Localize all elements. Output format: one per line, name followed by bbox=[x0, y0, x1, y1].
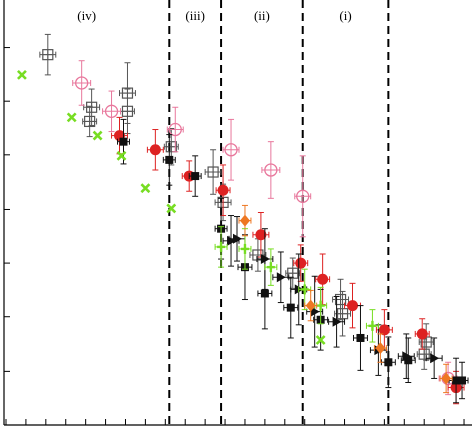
error-bar bbox=[222, 118, 240, 181]
data-point bbox=[166, 203, 177, 214]
data-point bbox=[149, 144, 161, 156]
data-point bbox=[375, 342, 386, 355]
region-label: (iii) bbox=[185, 8, 205, 23]
data-point bbox=[191, 172, 200, 181]
data-point bbox=[104, 104, 119, 118]
series-filled-diamond bbox=[238, 204, 453, 394]
series-cross-x bbox=[17, 69, 326, 345]
series-open-square-cross bbox=[39, 33, 434, 370]
data-point bbox=[255, 229, 267, 241]
data-point bbox=[75, 76, 89, 90]
region-label: (i) bbox=[339, 8, 351, 23]
data-point bbox=[239, 214, 250, 227]
error-bar bbox=[261, 141, 281, 199]
region-label: (iv) bbox=[77, 8, 96, 23]
region-dividers bbox=[168, 0, 390, 425]
data-point bbox=[458, 376, 467, 385]
data-point bbox=[217, 184, 229, 196]
data-point bbox=[296, 189, 310, 203]
data-point bbox=[416, 328, 428, 340]
data-point bbox=[260, 289, 269, 298]
data-point bbox=[140, 183, 151, 194]
data-point bbox=[295, 257, 307, 269]
data-point bbox=[315, 335, 326, 345]
data-point bbox=[260, 254, 270, 265]
series-filled-triangle-right bbox=[222, 215, 443, 379]
data-point bbox=[168, 122, 182, 137]
data-point bbox=[378, 324, 390, 336]
data-point bbox=[402, 351, 412, 362]
data-point bbox=[441, 372, 452, 385]
data-series bbox=[17, 33, 469, 405]
series-filled-square bbox=[117, 118, 469, 404]
error-bar bbox=[294, 155, 312, 238]
data-point bbox=[17, 69, 27, 80]
axes bbox=[3, 0, 472, 426]
data-point bbox=[347, 300, 359, 312]
data-point bbox=[317, 273, 329, 285]
data-point bbox=[356, 333, 365, 342]
data-point bbox=[66, 112, 77, 123]
data-point bbox=[404, 356, 413, 365]
region-labels: (iv) (iii) (ii) (i) bbox=[77, 8, 351, 23]
region-label: (ii) bbox=[254, 8, 270, 23]
data-point bbox=[430, 353, 440, 364]
data-point bbox=[305, 299, 316, 312]
data-point bbox=[384, 358, 393, 367]
error-bar bbox=[166, 106, 184, 153]
series-open-circle bbox=[72, 60, 458, 396]
data-point bbox=[233, 233, 243, 244]
data-point bbox=[286, 303, 295, 312]
data-point bbox=[310, 306, 320, 317]
data-point bbox=[119, 137, 128, 146]
error-bar bbox=[328, 295, 346, 348]
data-point bbox=[92, 130, 103, 141]
data-point bbox=[165, 155, 174, 164]
data-point bbox=[224, 143, 238, 157]
data-point bbox=[332, 316, 342, 327]
data-point bbox=[116, 150, 127, 161]
data-point bbox=[264, 163, 278, 177]
data-point bbox=[276, 272, 286, 283]
